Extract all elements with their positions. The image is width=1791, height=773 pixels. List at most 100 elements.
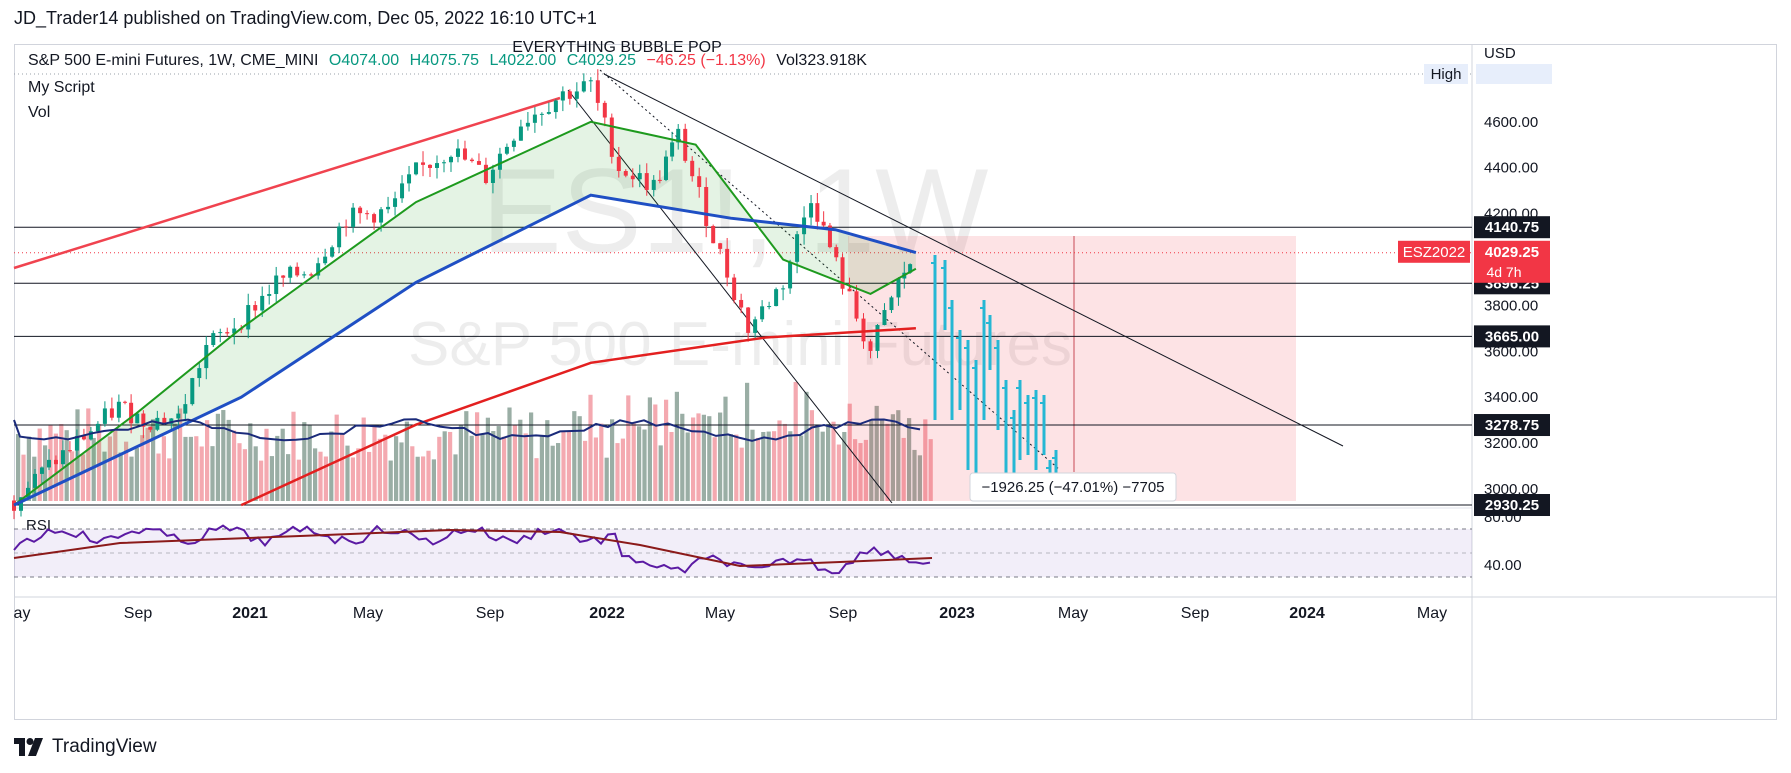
volume-bar [745,382,750,501]
volume-bar [421,456,426,501]
volume-bars [16,381,933,501]
volume-bar [345,445,350,501]
volume-bar [151,419,156,501]
volume-bar [831,421,836,501]
candle-body [337,226,342,248]
price-tick-label: 3000.00 [1484,481,1538,498]
candle-body [386,206,391,210]
countdown-label: 4d 7h [1486,264,1521,280]
volume-bar [658,445,663,501]
volume-bar [296,459,301,501]
volume-bar [167,458,172,501]
volume-bar [458,424,463,501]
volume-bar [480,433,485,501]
volume-bar [728,434,733,501]
volume-bar [426,450,431,501]
level-badge-label-0: 4140.75 [1485,219,1539,236]
candle-body [882,310,887,326]
candle-body [448,156,453,163]
volume-bar [340,433,345,501]
time-label: ay [14,605,31,622]
volume-bar [323,456,328,501]
volume-bar [269,456,274,501]
candle-body [288,266,293,278]
trend-line-resistance [603,73,1344,447]
volume-bar [415,456,420,501]
candle-body [609,117,614,157]
candle-body [400,183,405,199]
volume-bar [523,433,528,501]
volume-bar [626,395,631,501]
tradingview-footer: TradingView [14,736,157,758]
volume-bar [21,454,26,501]
volume-bar [577,416,582,501]
high-value-bg [1476,64,1552,84]
candle-body [795,234,800,262]
time-label: Sep [476,605,505,622]
volume-bar [766,431,771,501]
high-badge-label: High [1431,66,1462,83]
candle-body [102,408,107,424]
volume-bar [772,431,777,501]
ma-green-line [13,120,917,506]
volume-bar [97,424,102,501]
candle-body [428,164,433,168]
time-label: 2022 [589,605,625,622]
candle-body [875,325,880,351]
level-badge-0 [1474,216,1550,239]
volume-bar [367,451,372,501]
volume-bar [183,436,188,501]
volume-bar [286,454,291,501]
candle-body [781,288,786,290]
target-range-box [848,236,1296,501]
volume-bar [788,431,793,501]
volume-bar [194,436,199,501]
tradingview-logo-icon [14,738,43,756]
volume-bar [750,429,755,501]
volume-bar [178,408,183,501]
volume-bar [43,445,48,501]
watermark-ticker: ES1!, 1W [482,144,989,278]
candle-body [253,305,258,311]
volume-bar [86,408,91,501]
volume-ma-line [13,418,921,442]
volume-bar [550,445,555,501]
candle-body [246,305,251,330]
candle-body [129,402,134,424]
volume-bar [572,411,577,501]
candle-body [711,225,716,244]
candle-body [525,122,530,127]
candle-body [81,436,86,440]
volume-bar [815,425,820,501]
volume-bar [631,423,636,501]
volume-bar [847,403,852,501]
volume-bar [350,457,355,501]
candle-body [393,198,398,207]
volume-bar [642,429,647,501]
volume-bar [599,423,604,501]
volume-bar [664,399,669,501]
volume-bar [826,423,831,501]
volume-bar [485,417,490,501]
candle-body [539,113,544,115]
volume-bar [372,426,377,501]
volume-bar [755,437,760,501]
volume-bar [793,381,798,501]
volume-bar [302,422,307,501]
candle-body [497,153,502,170]
legend-script[interactable]: My Script [28,79,95,96]
volume-bar [291,411,296,501]
legend-symbol-row: S&P 500 E-mini Futures, 1W, CME_MINI O40… [28,52,873,70]
volume-bar [113,430,118,501]
volume-bar [496,426,501,501]
candle-body [211,333,216,345]
candle-body [483,164,488,183]
price-tick-label: 4600.00 [1484,114,1538,131]
measure-label-box [969,472,1177,502]
volume-bar [691,417,696,501]
legend-vol-indicator[interactable]: Vol [28,104,51,121]
candle-body [365,213,370,215]
candle-body [630,175,635,180]
volume-bar [885,423,890,501]
